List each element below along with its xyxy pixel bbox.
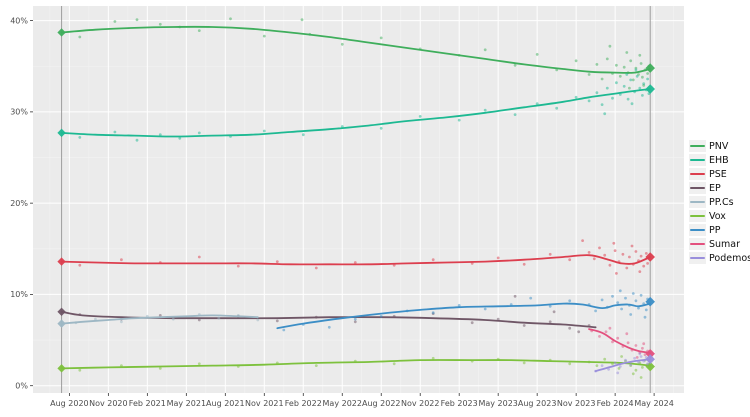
- election-2024-result-marker: [645, 296, 656, 307]
- legend-label: Sumar: [709, 238, 741, 250]
- series-podemos: [594, 352, 656, 375]
- x-tick-label: Aug 2023: [518, 399, 557, 408]
- x-tick-label: Feb 2021: [129, 399, 166, 408]
- legend-line-swatch: [689, 154, 706, 166]
- legend-label: Podemos: [709, 252, 750, 264]
- election-2020-result-marker: [57, 319, 66, 328]
- y-tick-label: 30%: [10, 108, 28, 117]
- trend-line: [60, 88, 652, 138]
- legend-item-sumar: Sumar: [689, 237, 750, 251]
- election-2024-result-marker: [645, 63, 656, 73]
- y-tick-label: 40%: [10, 16, 28, 25]
- election-2024-result-marker: [645, 354, 656, 365]
- x-tick-label: May 2021: [167, 399, 206, 408]
- legend-line-swatch: [689, 252, 706, 264]
- series-ehb: [57, 68, 656, 142]
- poll-scatter-points: [78, 239, 649, 275]
- trend-line: [594, 358, 652, 372]
- election-2020-result-marker: [57, 257, 66, 266]
- x-tick-label: Nov 2022: [401, 399, 440, 408]
- series-pp: [276, 289, 656, 332]
- y-tick-label: 10%: [10, 290, 28, 299]
- trend-line: [60, 359, 652, 370]
- legend-item-ep: EP: [689, 181, 750, 195]
- trend-line: [60, 314, 259, 325]
- x-tick-label: May 2022: [323, 399, 362, 408]
- grid-major: [33, 6, 684, 393]
- x-tick-label: May 2024: [634, 399, 673, 408]
- x-tick-label: May 2023: [478, 399, 517, 408]
- legend-line-swatch: [689, 182, 706, 194]
- trend-line: [60, 25, 652, 74]
- legend-label: EHB: [709, 154, 729, 166]
- x-tick-label: Nov 2023: [557, 399, 596, 408]
- x-tick-label: Aug 2021: [206, 399, 245, 408]
- legend-item-ehb: EHB: [689, 153, 750, 167]
- y-tick-label: 0%: [15, 381, 28, 390]
- trend-line: [60, 310, 597, 329]
- legend-line-swatch: [689, 196, 706, 208]
- axis-labels: Aug 2020 Nov 2020 Feb 2021 May 2021 Aug 2021…: [10, 16, 674, 408]
- legend-line-swatch: [689, 224, 706, 236]
- legend-label: PSE: [709, 168, 727, 180]
- legend-line-swatch: [689, 168, 706, 180]
- trend-line: [276, 302, 652, 330]
- x-tick-label: Feb 2024: [597, 399, 634, 408]
- series-pnv: [57, 17, 656, 90]
- legend-item-pp: PP: [689, 223, 750, 237]
- x-tick-label: Nov 2020: [89, 399, 128, 408]
- election-2024-result-marker: [645, 252, 656, 262]
- trend-line: [588, 328, 652, 354]
- legend-item-pp-cs: PP.Cs: [689, 195, 750, 209]
- election-2020-result-marker: [57, 128, 66, 138]
- legend-label: PP.Cs: [709, 196, 734, 208]
- legend-item-vox: Vox: [689, 209, 750, 223]
- legend-label: PNV: [709, 140, 729, 152]
- y-tick-label: 20%: [10, 199, 28, 208]
- grid-minor: [33, 6, 684, 393]
- legend-label: PP: [709, 224, 721, 236]
- legend-line-swatch: [689, 140, 706, 152]
- axis-ticks: [30, 20, 655, 396]
- election-2024-result-marker: [645, 361, 656, 372]
- x-tick-label: Aug 2020: [50, 399, 89, 408]
- poll-scatter-points: [78, 68, 651, 142]
- x-tick-label: Aug 2022: [362, 399, 401, 408]
- plot-panel: [33, 6, 684, 393]
- legend-line-swatch: [689, 210, 706, 222]
- legend-item-pnv: PNV: [689, 139, 750, 153]
- legend-label: EP: [709, 182, 721, 194]
- x-tick-label: Feb 2023: [441, 399, 478, 408]
- election-2020-result-marker: [57, 307, 66, 316]
- legend-line-swatch: [689, 238, 706, 250]
- legend-item-pse: PSE: [689, 167, 750, 181]
- legend-label: Vox: [709, 210, 726, 222]
- election-2020-result-marker: [57, 28, 66, 37]
- legend-item-podemos: Podemos: [689, 251, 750, 265]
- series-pse: [57, 239, 656, 275]
- x-tick-label: Feb 2022: [285, 399, 322, 408]
- election-2024-result-marker: [645, 84, 656, 94]
- election-2020-result-marker: [57, 364, 66, 373]
- election-2024-result-marker: [645, 348, 656, 359]
- series-pp-cs: [57, 313, 260, 328]
- chart-legend: PNV EHB PSE EP PP.Cs Vox PP Sumar Podemos: [689, 139, 750, 265]
- trend-line: [60, 254, 652, 266]
- x-tick-label: Nov 2021: [245, 399, 284, 408]
